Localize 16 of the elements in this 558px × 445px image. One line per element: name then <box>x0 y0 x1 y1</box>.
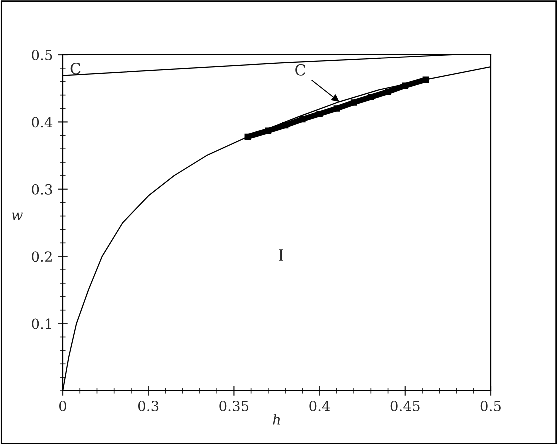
x-tick-label: 0.4 <box>310 400 330 412</box>
x-tick-label: 0.45 <box>390 400 420 412</box>
y-tick-label: 0.1 <box>32 318 52 330</box>
y-tick-label: 0.2 <box>32 252 52 262</box>
y-tick-label: 0.5 <box>32 50 52 60</box>
annotation: C <box>70 62 81 75</box>
annotation: C <box>296 64 306 76</box>
x-tick-label: 0 <box>59 400 66 412</box>
annotation: I <box>279 250 284 261</box>
y-axis-title: w <box>12 212 23 220</box>
x-tick-label: 0.3 <box>138 400 159 412</box>
y-tick-label: 0.3 <box>32 184 52 195</box>
y-tick-label: 0.4 <box>32 117 53 128</box>
x-tick-label: 0.5 <box>480 400 501 412</box>
x-tick-label: 0.35 <box>220 400 249 412</box>
x-axis-title: h <box>273 414 280 425</box>
